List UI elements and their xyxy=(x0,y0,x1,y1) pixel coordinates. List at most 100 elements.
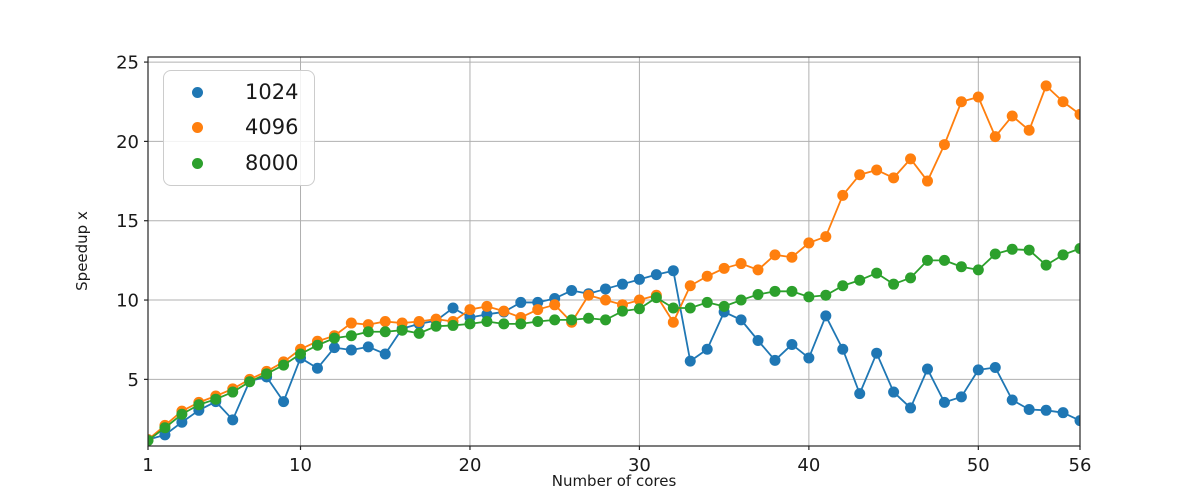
data-point xyxy=(955,261,967,273)
data-point xyxy=(701,296,713,308)
data-point xyxy=(938,254,950,266)
data-point xyxy=(413,315,425,327)
data-point xyxy=(549,314,561,326)
data-point xyxy=(396,324,408,336)
series-1024 xyxy=(148,265,1080,446)
x-tick-label: 1 xyxy=(142,455,153,476)
x-tick-label: 40 xyxy=(797,455,820,476)
data-point xyxy=(210,393,222,405)
data-point xyxy=(803,352,815,364)
data-point xyxy=(227,386,239,398)
data-point xyxy=(379,348,391,360)
axes-box xyxy=(147,56,1081,447)
data-point xyxy=(447,302,459,314)
data-point xyxy=(1074,108,1080,120)
y-tick-label: 20 xyxy=(116,132,139,153)
data-point xyxy=(718,262,730,274)
data-point xyxy=(345,344,357,356)
data-point xyxy=(905,153,917,165)
data-point xyxy=(616,278,628,290)
data-point xyxy=(278,359,290,371)
data-point xyxy=(803,291,815,303)
data-point xyxy=(176,408,188,420)
data-point xyxy=(345,317,357,329)
data-point xyxy=(786,338,798,350)
legend-label: 8000 xyxy=(245,150,299,175)
data-point xyxy=(261,368,273,380)
data-point xyxy=(701,270,713,282)
data-point xyxy=(1057,407,1069,419)
data-point xyxy=(1006,394,1018,406)
data-point xyxy=(481,315,493,327)
legend-item-8000: 8000 xyxy=(164,150,314,175)
data-point xyxy=(1023,404,1035,416)
data-point xyxy=(447,319,459,331)
data-point xyxy=(244,376,256,388)
data-point xyxy=(278,396,290,408)
data-point xyxy=(803,237,815,249)
data-point xyxy=(837,280,849,292)
x-tick-label: 50 xyxy=(967,455,990,476)
data-point xyxy=(888,278,900,290)
data-point xyxy=(955,96,967,108)
data-point xyxy=(1074,242,1080,254)
data-point xyxy=(684,280,696,292)
data-point xyxy=(193,399,205,411)
data-point xyxy=(786,251,798,263)
data-point xyxy=(311,339,323,351)
data-point xyxy=(718,300,730,312)
data-point xyxy=(905,272,917,284)
tick-labels: 1 10 20 30 40 50 56 5 10 15 20 25 xyxy=(116,53,1091,476)
data-point xyxy=(786,285,798,297)
x-axis-label: Number of cores xyxy=(551,472,677,490)
data-point xyxy=(1040,404,1052,416)
data-point xyxy=(905,402,917,414)
legend-label: 1024 xyxy=(245,80,299,105)
data-point xyxy=(1006,110,1018,122)
data-point xyxy=(362,326,374,338)
data-point xyxy=(1040,259,1052,271)
data-point xyxy=(921,175,933,187)
data-point xyxy=(752,264,764,276)
legend-marker-icon xyxy=(192,122,203,134)
data-point xyxy=(871,267,883,279)
data-point xyxy=(532,315,544,327)
data-point xyxy=(328,342,340,354)
data-point xyxy=(549,299,561,311)
data-point xyxy=(227,414,239,426)
x-tick-label: 30 xyxy=(628,455,651,476)
data-point xyxy=(532,304,544,316)
legend-marker-icon xyxy=(192,87,203,99)
data-point xyxy=(583,312,595,324)
x-tick-label: 56 xyxy=(1069,455,1092,476)
data-point xyxy=(600,294,612,306)
data-point xyxy=(854,274,866,286)
data-point xyxy=(837,343,849,355)
data-point xyxy=(295,348,307,360)
legend: 1024 4096 8000 xyxy=(163,70,315,186)
data-point xyxy=(498,318,510,330)
data-point xyxy=(481,300,493,312)
data-point xyxy=(735,294,747,306)
data-point xyxy=(972,364,984,376)
data-point xyxy=(921,254,933,266)
data-point xyxy=(148,434,154,446)
plot-series xyxy=(148,80,1080,446)
data-point xyxy=(752,288,764,300)
legend-item-4096: 4096 xyxy=(164,117,314,138)
data-point xyxy=(379,315,391,327)
data-point xyxy=(921,363,933,375)
data-point xyxy=(1023,124,1035,136)
data-point xyxy=(1074,415,1080,427)
data-point xyxy=(1057,249,1069,261)
data-point xyxy=(667,316,679,328)
legend-item-1024: 1024 xyxy=(164,82,314,103)
data-point xyxy=(498,305,510,317)
data-point xyxy=(938,396,950,408)
data-point xyxy=(583,289,595,301)
data-point xyxy=(972,91,984,103)
y-tick-label: 10 xyxy=(116,291,139,312)
data-point xyxy=(1006,243,1018,255)
data-point xyxy=(159,422,171,434)
